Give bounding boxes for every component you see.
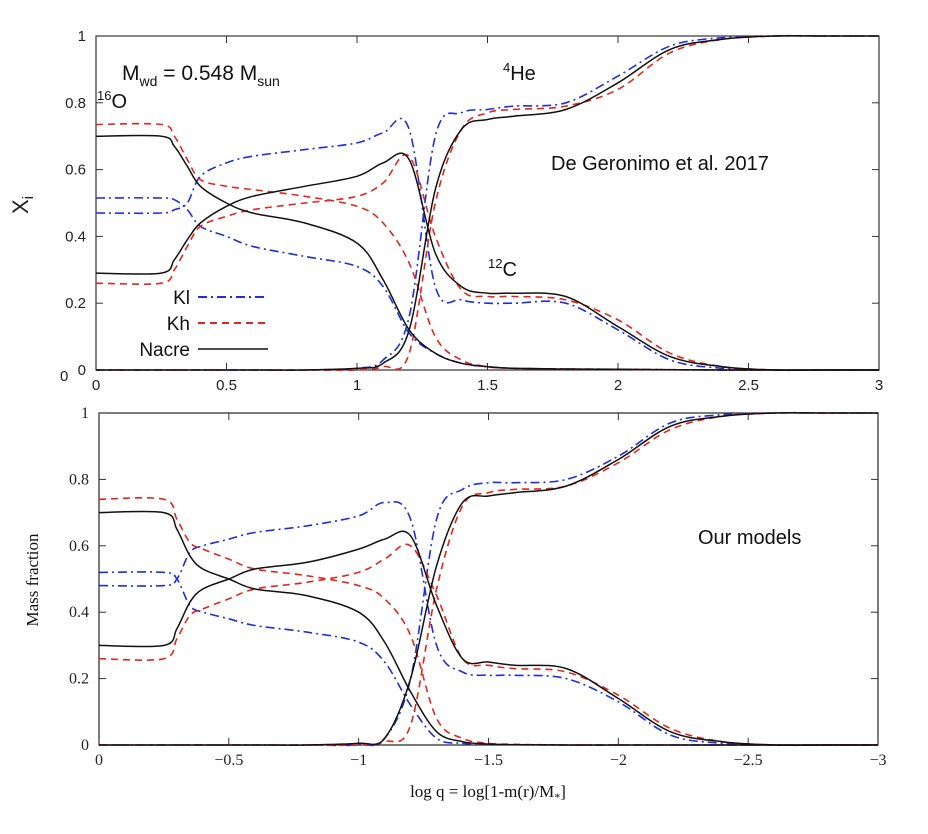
- top-series-nacre-o16: [95, 134, 879, 371]
- top-x-tick-label: 2.5: [738, 377, 759, 394]
- bottom-y-tick-label: 0: [81, 737, 89, 754]
- top-y-tick-label: 0.2: [65, 295, 86, 312]
- legend: Kl Kh Nacre: [139, 288, 268, 361]
- bottom-series-kh-o16: [98, 497, 878, 746]
- bottom-y-tick-label: 0.6: [69, 538, 89, 555]
- legend-item-nacre: Nacre: [139, 340, 268, 361]
- top-cut-tick-label: 0: [60, 368, 68, 385]
- bottom-series-nacre-o16: [98, 510, 878, 746]
- top-source-label: De Geronimo et al. 2017: [551, 153, 769, 175]
- top-x-tick-label: 0: [92, 377, 100, 394]
- mass-annotation: Mwd = 0.548 Msun: [122, 62, 280, 89]
- top-y-tick-label: 1: [78, 28, 86, 45]
- top-series-nacre-he4: [95, 34, 879, 371]
- bottom-x-tick-label: −1: [350, 752, 367, 769]
- bottom-x-tick-label: −0.5: [214, 752, 243, 769]
- bottom-y-tick-label: 0.8: [69, 471, 89, 488]
- bottom-axis-ticks: 0 −0.5 −1 −1.5 −2 −2.5 −3 0 0.2 0.4 0.6 0.8 1: [69, 405, 887, 769]
- legend-label-nacre: Nacre: [139, 340, 190, 361]
- o16-label: 16O: [97, 88, 127, 113]
- top-y-tick-label: 0.6: [65, 162, 86, 179]
- c12-label: 12C: [488, 256, 517, 281]
- bottom-y-tick-label: 1: [81, 405, 89, 422]
- top-chart-panel: 0 0.5 1 1.5 2 2.5 3 0 0.2 0.4 0.6 0.8 1 Xi Mwd = 0.5…: [8, 28, 883, 394]
- top-x-tick-label: 1: [353, 377, 361, 394]
- bottom-x-tick-label: −2: [610, 752, 627, 769]
- bottom-x-tick-label: −3: [869, 752, 886, 769]
- top-axis-ticks: 0 0.5 1 1.5 2 2.5 3 0 0.2 0.4 0.6 0.8 1: [65, 28, 883, 394]
- he4-label: 4He: [503, 60, 536, 85]
- bottom-series-kl-c12: [98, 501, 878, 746]
- bottom-xlabel: log q = log[1-m(r)/M*]: [410, 782, 566, 804]
- bottom-ylabel: Mass fraction: [23, 533, 42, 627]
- top-x-tick-label: 3: [875, 377, 883, 394]
- bottom-series-lines: [98, 411, 878, 747]
- bottom-y-tick-label: 0.2: [69, 671, 89, 688]
- bottom-x-tick-label: −1.5: [474, 752, 503, 769]
- legend-label-kh: Kh: [167, 314, 190, 335]
- legend-label-kl: Kl: [173, 288, 190, 309]
- top-series-kl-c12: [95, 117, 879, 371]
- top-series-lines: [95, 34, 879, 372]
- bottom-chart-panel: 0 −0.5 −1 −1.5 −2 −2.5 −3 0 0.2 0.4 0.6 0.8 1 Mass f…: [23, 405, 887, 804]
- top-series-kl-o16: [95, 197, 879, 371]
- top-series-nacre-c12: [95, 152, 879, 372]
- bottom-x-tick-label: 0: [95, 752, 103, 769]
- top-y-tick-label: 0.8: [65, 95, 86, 112]
- top-y-tick-label: 0: [78, 362, 86, 379]
- top-series-kh-c12: [95, 153, 879, 372]
- top-x-tick-label: 2: [614, 377, 622, 394]
- top-x-tick-label: 1.5: [477, 377, 498, 394]
- top-x-tick-label: 0.5: [216, 377, 237, 394]
- bottom-series-nacre-c12: [98, 530, 878, 747]
- bottom-series-nacre-he4: [99, 411, 878, 746]
- legend-item-kh: Kh: [167, 314, 268, 335]
- bottom-source-label: Our models: [698, 527, 801, 549]
- top-ylabel: Xi: [8, 196, 37, 214]
- legend-item-kl: Kl: [173, 288, 268, 309]
- bottom-x-tick-label: −2.5: [734, 752, 763, 769]
- top-y-tick-label: 0.4: [65, 228, 86, 245]
- bottom-y-tick-label: 0.4: [69, 604, 89, 621]
